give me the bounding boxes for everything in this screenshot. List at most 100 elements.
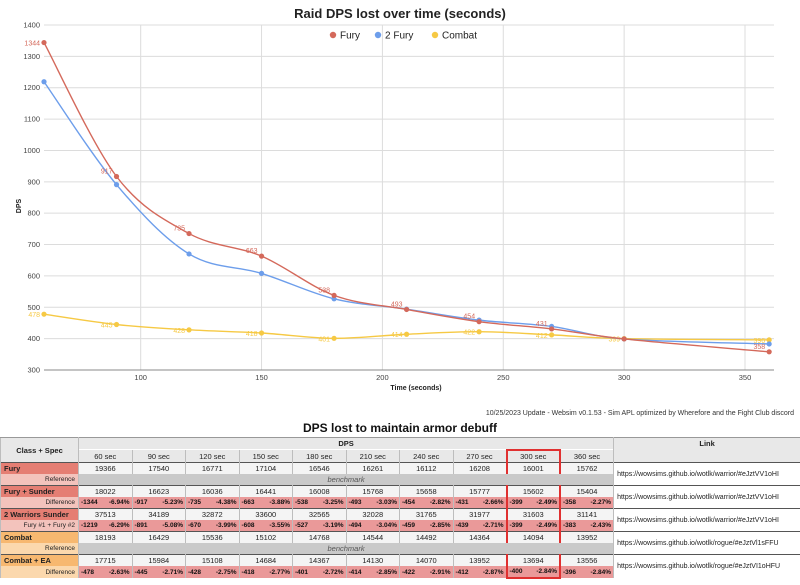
dps-diff-cell: -412 -2.87%: [452, 566, 507, 578]
dps-diff-cell: -439 -2.71%: [452, 520, 507, 532]
column-header: 210 sec: [345, 450, 400, 463]
dps-value-cell: 14684: [238, 554, 293, 566]
data-point-2-fury[interactable]: [41, 79, 47, 85]
table-row: Fury + Sunder 18022 16623 16036 16441 16008 15…: [0, 485, 800, 509]
chart-series: 478 445 428 418 401 414 422 412 399 396 1344 917 735…: [24, 39, 772, 355]
y-tick-label: 1200: [23, 83, 40, 92]
x-tick-label: 350: [739, 373, 752, 382]
dps-value-cell: 18022: [78, 485, 133, 497]
dps-diff-value: -414: [348, 568, 362, 576]
y-tick-label: 800: [27, 209, 40, 218]
dps-diff-cell: -891 -5.08%: [131, 520, 186, 532]
dps-value-cell: 16546: [292, 462, 347, 474]
dps-diff-cell: -917 -5.23%: [131, 497, 186, 509]
dps-diff-cell: -1219 -6.29%: [78, 520, 133, 532]
row-name: Combat: [0, 531, 79, 543]
dps-diff-value: -1344: [81, 499, 98, 506]
data-point-fury[interactable]: [549, 326, 555, 332]
data-label-combat: 428: [173, 328, 185, 335]
dps-diff-cell: -1344 -6.94%: [78, 497, 133, 509]
data-point-combat[interactable]: [258, 330, 265, 336]
dps-diff-cell: -431 -2.66%: [452, 497, 507, 509]
column-header: 60 sec: [78, 450, 133, 463]
dps-diff-value: -428: [188, 568, 202, 576]
sim-link[interactable]: https://wowsims.github.io/wotlk/warrior/…: [613, 485, 800, 509]
y-tick-label: 900: [27, 177, 40, 186]
data-point-combat[interactable]: [41, 311, 47, 317]
dps-value-cell: 13556: [559, 554, 615, 566]
dps-diff-cell: -418 -2.77%: [238, 566, 293, 578]
dps-value-cell: 16261: [345, 462, 400, 474]
data-point-fury[interactable]: [403, 306, 410, 313]
data-point-combat[interactable]: [403, 331, 410, 337]
sim-link[interactable]: https://wowsims.github.io/wotlk/rogue/#e…: [613, 554, 800, 578]
dps-diff-cell: -670 -3.99%: [185, 520, 240, 532]
dps-diff-percent: -2.85%: [376, 568, 397, 576]
chart-grid: [44, 24, 774, 371]
x-axis: 100 150 200 250 300 350: [44, 369, 774, 382]
row-name: 2 Warriors Sunder: [0, 508, 79, 520]
column-header: 150 sec: [238, 450, 293, 463]
dps-diff-cell: -383 -2.43%: [559, 520, 615, 532]
dps-diff-percent: -6.29%: [108, 522, 130, 529]
data-point-fury[interactable]: [476, 319, 482, 325]
dps-diff-value: -1219: [81, 522, 98, 529]
table-subrow: Reference benchmark: [0, 543, 800, 555]
data-point-fury[interactable]: [113, 173, 120, 180]
data-point-fury[interactable]: [331, 292, 337, 298]
dps-diff-value: -383: [563, 522, 577, 529]
benchmark-cell: benchmark: [77, 474, 615, 486]
sim-link[interactable]: https://wowsims.github.io/wotlk/warrior/…: [613, 462, 800, 486]
dps-diff-value: -396: [563, 568, 577, 576]
data-point-fury[interactable]: [258, 253, 265, 259]
dps-diff-cell: -478 -2.63%: [78, 566, 133, 578]
data-point-2-fury[interactable]: [766, 341, 772, 347]
dps-value-cell: 14070: [399, 554, 454, 566]
data-point-fury[interactable]: [621, 336, 627, 342]
data-point-2-fury[interactable]: [113, 182, 120, 188]
y-tick-label: 300: [27, 366, 40, 375]
dps-diff-percent: -5.08%: [162, 522, 183, 529]
dps-value-cell: 16036: [185, 485, 240, 497]
legend-marker-fury: [329, 31, 337, 39]
dps-diff-percent: -2.77%: [269, 568, 290, 576]
dps-value-cell: 14492: [399, 531, 454, 543]
dps-value-cell: 33600: [238, 508, 293, 520]
dps-diff-cell: -735 -4.38%: [185, 497, 240, 509]
series-line-fury: [43, 42, 770, 353]
dps-table: Class + Spec DPS Link 60 sec 90 sec 120 se…: [0, 437, 800, 579]
x-tick-label: 100: [134, 373, 147, 382]
legend-marker-2-fury: [374, 31, 382, 39]
data-point-fury[interactable]: [766, 349, 772, 355]
sim-link[interactable]: https://wowsims.github.io/wotlk/rogue/#e…: [613, 531, 800, 555]
data-point-combat[interactable]: [476, 329, 482, 335]
data-label-fury: 538: [318, 287, 330, 294]
y-tick-label: 600: [27, 271, 40, 280]
data-point-combat[interactable]: [113, 321, 120, 328]
dps-value-cell: 32565: [292, 508, 347, 520]
sim-link[interactable]: https://wowsims.github.io/wotlk/warrior/…: [613, 508, 800, 532]
x-tick-label: 300: [618, 373, 631, 382]
dps-value-cell: 34189: [131, 508, 186, 520]
data-point-2-fury[interactable]: [186, 251, 192, 257]
dps-diff-value: -459: [402, 522, 416, 529]
y-axis: 300 400 500 600 700 800 900 1000 1100 1200 1300 140…: [23, 21, 40, 375]
column-header: 120 sec: [185, 450, 240, 463]
dps-value-cell: 15404: [559, 485, 615, 497]
data-point-combat[interactable]: [186, 327, 192, 333]
dps-diff-value: -401: [295, 568, 309, 576]
dps-diff-percent: -3.25%: [322, 499, 344, 506]
data-point-combat[interactable]: [331, 335, 337, 341]
x-tick-label: 150: [255, 373, 268, 382]
dps-value-cell: 13694: [505, 554, 561, 566]
dps-diff-value: -431: [455, 499, 469, 506]
data-point-2-fury[interactable]: [258, 270, 265, 276]
data-point-fury[interactable]: [186, 230, 192, 237]
dps-value-cell: 16112: [399, 462, 454, 474]
dps-diff-cell: -358 -2.27%: [559, 497, 615, 509]
dps-diff-percent: -2.84%: [536, 568, 557, 575]
data-point-combat[interactable]: [766, 337, 772, 343]
dps-diff-value: -358: [563, 499, 577, 506]
data-point-fury[interactable]: [41, 39, 47, 46]
data-point-combat[interactable]: [549, 332, 555, 338]
